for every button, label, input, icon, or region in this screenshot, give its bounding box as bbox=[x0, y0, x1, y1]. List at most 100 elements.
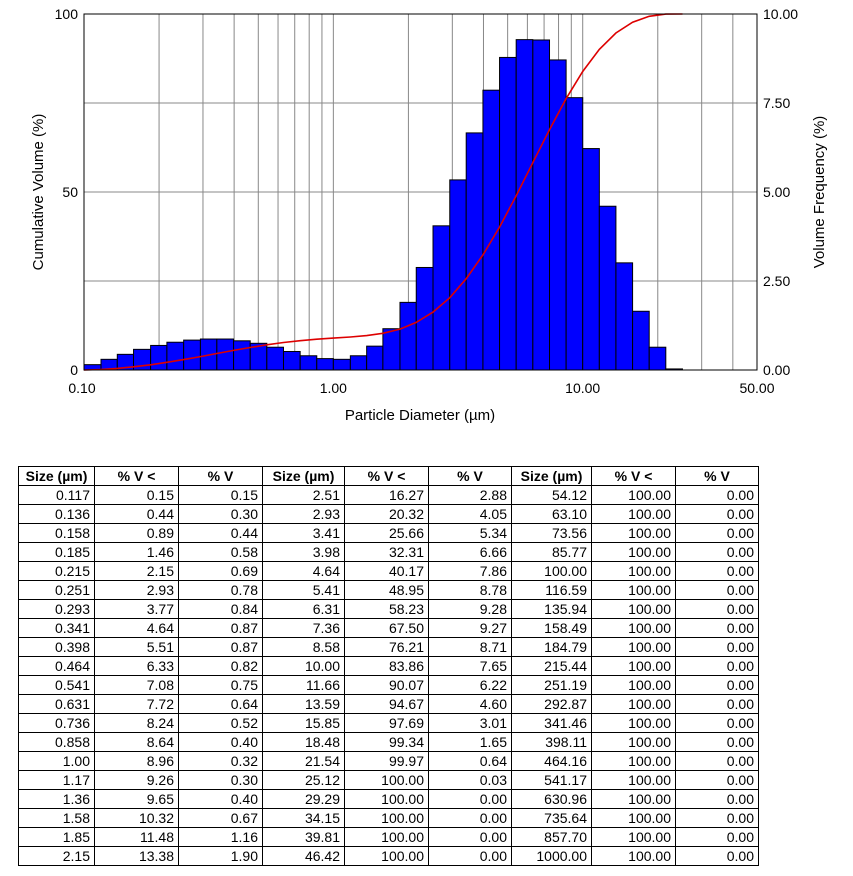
table-cell: 2.88 bbox=[428, 485, 512, 505]
column-header: % V bbox=[675, 466, 759, 486]
table-cell: 292.87 bbox=[511, 694, 592, 714]
table-cell: 100.00 bbox=[591, 561, 676, 581]
table-cell: 2.51 bbox=[262, 485, 345, 505]
right-tick-label: 0.00 bbox=[763, 362, 790, 378]
table-cell: 100.00 bbox=[591, 599, 676, 619]
table-header-row: Size (µm)% V <% V Size (µm)% V <% V Size (… bbox=[18, 466, 759, 486]
table-cell: 0.44 bbox=[94, 504, 179, 524]
table-cell: 100.00 bbox=[591, 580, 676, 600]
right-tick-label: 2.50 bbox=[763, 273, 790, 289]
table-cell: 0.185 bbox=[18, 542, 95, 562]
table-row: 0.541 7.08 0.75 11.66 90.07 6.22 251.19 100.00 0… bbox=[18, 675, 759, 695]
table-cell: 0.00 bbox=[428, 846, 512, 866]
table-cell: 0.84 bbox=[178, 599, 263, 619]
table-cell: 100.00 bbox=[591, 485, 676, 505]
table-row: 0.736 8.24 0.52 15.85 97.69 3.01 341.46 100.00 0… bbox=[18, 713, 759, 733]
table-cell: 100.00 bbox=[591, 694, 676, 714]
frequency-bar bbox=[382, 328, 401, 371]
table-cell: 0.78 bbox=[178, 580, 263, 600]
table-cell: 0.00 bbox=[675, 846, 759, 866]
table-cell: 7.65 bbox=[428, 656, 512, 676]
table-cell: 0.00 bbox=[675, 713, 759, 733]
table-row: 1.58 10.32 0.67 34.15 100.00 0.00 735.64 100.00… bbox=[18, 808, 759, 828]
table-cell: 6.31 bbox=[262, 599, 345, 619]
table-row: 0.293 3.77 0.84 6.31 58.23 9.28 135.94 100.00 0.… bbox=[18, 599, 759, 619]
table-cell: 0.00 bbox=[675, 504, 759, 524]
frequency-bar bbox=[565, 97, 584, 371]
frequency-bar bbox=[499, 56, 517, 371]
table-cell: 100.00 bbox=[591, 504, 676, 524]
frequency-bar bbox=[549, 59, 567, 371]
table-row: 0.215 2.15 0.69 4.64 40.17 7.86 100.00 100.00 0.… bbox=[18, 561, 759, 581]
right-tick-labels: 0.00 2.50 5.00 7.50 10.00 bbox=[763, 6, 798, 378]
table-cell: 100.00 bbox=[591, 827, 676, 847]
frequency-bar bbox=[366, 345, 384, 371]
table-cell: 76.21 bbox=[344, 637, 429, 657]
table-cell: 0.00 bbox=[428, 789, 512, 809]
table-row: 0.136 0.44 0.30 2.93 20.32 4.05 63.10 100.00 0.0… bbox=[18, 504, 759, 524]
table-cell: 1.58 bbox=[18, 808, 95, 828]
frequency-bar bbox=[415, 266, 434, 371]
table-cell: 4.64 bbox=[262, 561, 345, 581]
table-row: 1.36 9.65 0.40 29.29 100.00 0.00 630.96 100.00 0… bbox=[18, 789, 759, 809]
plot-frame bbox=[83, 13, 758, 371]
table-row: 0.398 5.51 0.87 8.58 76.21 8.71 184.79 100.00 0.… bbox=[18, 637, 759, 657]
table-cell: 1000.00 bbox=[511, 846, 592, 866]
frequency-bar bbox=[449, 179, 467, 371]
table-cell: 0.136 bbox=[18, 504, 95, 524]
table-cell: 3.01 bbox=[428, 713, 512, 733]
frequency-bars bbox=[83, 39, 683, 371]
table-cell: 0.30 bbox=[178, 770, 263, 790]
table-cell: 0.87 bbox=[178, 637, 263, 657]
left-tick-labels: 0 50 100 bbox=[55, 6, 79, 378]
table-cell: 251.19 bbox=[511, 675, 592, 695]
table-cell: 1.17 bbox=[18, 770, 95, 790]
table-cell: 8.64 bbox=[94, 732, 179, 752]
table-cell: 0.15 bbox=[94, 485, 179, 505]
table-row: 1.00 8.96 0.32 21.54 99.97 0.64 464.16 100.00 0.… bbox=[18, 751, 759, 771]
table-cell: 8.24 bbox=[94, 713, 179, 733]
table-cell: 0.00 bbox=[675, 618, 759, 638]
table-cell: 4.64 bbox=[94, 618, 179, 638]
table-cell: 6.22 bbox=[428, 675, 512, 695]
right-tick-label: 10.00 bbox=[763, 6, 798, 22]
table-cell: 0.858 bbox=[18, 732, 95, 752]
table-cell: 0.40 bbox=[178, 789, 263, 809]
table-cell: 97.69 bbox=[344, 713, 429, 733]
table-cell: 39.81 bbox=[262, 827, 345, 847]
table-cell: 2.93 bbox=[262, 504, 345, 524]
table-cell: 3.98 bbox=[262, 542, 345, 562]
table-cell: 3.41 bbox=[262, 523, 345, 543]
table-cell: 100.00 bbox=[591, 656, 676, 676]
column-header: Size (µm) bbox=[262, 466, 345, 486]
frequency-bar bbox=[150, 344, 168, 371]
cumulative-line bbox=[83, 13, 683, 371]
table-cell: 0.64 bbox=[178, 694, 263, 714]
table-cell: 0.00 bbox=[675, 751, 759, 771]
table-cell: 100.00 bbox=[591, 523, 676, 543]
table-row: 0.251 2.93 0.78 5.41 48.95 8.78 116.59 100.00 0.… bbox=[18, 580, 759, 600]
table-cell: 21.54 bbox=[262, 751, 345, 771]
table-row: 0.631 7.72 0.64 13.59 94.67 4.60 292.87 100.00 0… bbox=[18, 694, 759, 714]
table-cell: 100.00 bbox=[591, 637, 676, 657]
table-cell: 7.08 bbox=[94, 675, 179, 695]
table-cell: 1.16 bbox=[178, 827, 263, 847]
table-cell: 0.00 bbox=[675, 808, 759, 828]
table-cell: 25.66 bbox=[344, 523, 429, 543]
table-cell: 0.00 bbox=[675, 656, 759, 676]
x-tick-label: 1.00 bbox=[320, 380, 347, 396]
table-cell: 0.15 bbox=[178, 485, 263, 505]
table-cell: 2.93 bbox=[94, 580, 179, 600]
column-header: % V bbox=[178, 466, 263, 486]
table-cell: 1.65 bbox=[428, 732, 512, 752]
table-row: 0.158 0.89 0.44 3.41 25.66 5.34 73.56 100.00 0.0… bbox=[18, 523, 759, 543]
table-cell: 99.34 bbox=[344, 732, 429, 752]
table-cell: 8.96 bbox=[94, 751, 179, 771]
right-tick-label: 5.00 bbox=[763, 184, 790, 200]
table-cell: 116.59 bbox=[511, 580, 592, 600]
table-cell: 100.00 bbox=[591, 675, 676, 695]
column-header: % V bbox=[428, 466, 512, 486]
table-cell: 100.00 bbox=[344, 827, 429, 847]
table-cell: 10.00 bbox=[262, 656, 345, 676]
table-cell: 9.27 bbox=[428, 618, 512, 638]
